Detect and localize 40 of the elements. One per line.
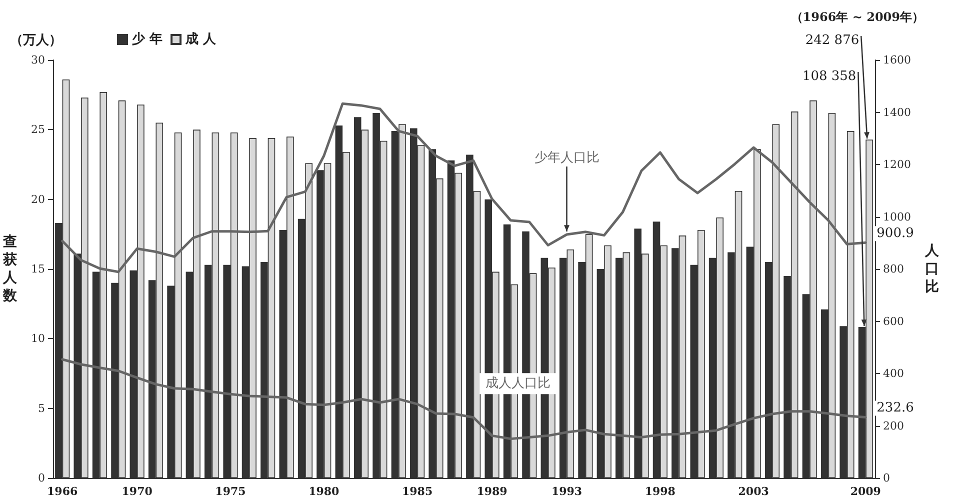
y-tick-label: 5 — [38, 402, 45, 415]
y-tick-label: 25 — [31, 123, 45, 136]
y-tick-label: 20 — [31, 192, 45, 206]
x-tick-label: 1998 — [644, 485, 676, 498]
y-tick-label: 10 — [31, 332, 45, 346]
data-label: 232.6 — [876, 400, 914, 416]
text: 成人人口比 — [486, 376, 551, 392]
chart-subtitle: （1966年 ~ 2009年） — [790, 10, 924, 24]
x-tick-label: 1993 — [551, 485, 582, 498]
y2-tick-label: 1400 — [883, 106, 911, 119]
text: 少年人口比 — [534, 150, 600, 166]
data-label: 900.9 — [876, 226, 914, 242]
y-tick-label: 0 — [38, 472, 45, 484]
legend-label: 成 人 — [184, 32, 218, 47]
x-tick-label: 2003 — [738, 485, 769, 498]
x-tick-label: 1970 — [122, 485, 153, 498]
line-series — [61, 358, 867, 440]
y2-tick-label: 400 — [883, 367, 904, 380]
x-tick-label: 2009 — [850, 485, 881, 498]
y2-tick-label: 0 — [883, 472, 890, 484]
y2-tick-label: 1000 — [883, 210, 911, 224]
x-tick-label: 1989 — [476, 485, 508, 498]
legend-label: 少 年 — [131, 32, 163, 47]
y2-tick-label: 1200 — [883, 158, 911, 171]
y2-tick-label: 800 — [883, 262, 904, 276]
line-series — [61, 102, 867, 274]
x-tick-label: 1985 — [402, 485, 433, 498]
y-axis-title: 查获人数 — [2, 234, 18, 304]
text: （万人） — [10, 33, 62, 48]
y-tick-label: 30 — [31, 54, 45, 66]
y2-axis-title: 人口比 — [924, 243, 940, 295]
annotation: 108 358 — [802, 69, 856, 84]
x-tick-label: 1980 — [308, 485, 340, 498]
y-tick-label: 15 — [31, 262, 45, 276]
annotation: 242 876 — [805, 33, 860, 48]
y2-tick-label: 600 — [883, 314, 904, 328]
y2-tick-label: 200 — [883, 419, 904, 432]
x-tick-label: 1975 — [215, 485, 246, 498]
y2-tick-label: 1600 — [883, 54, 911, 66]
x-tick-label: 1966 — [47, 485, 78, 498]
